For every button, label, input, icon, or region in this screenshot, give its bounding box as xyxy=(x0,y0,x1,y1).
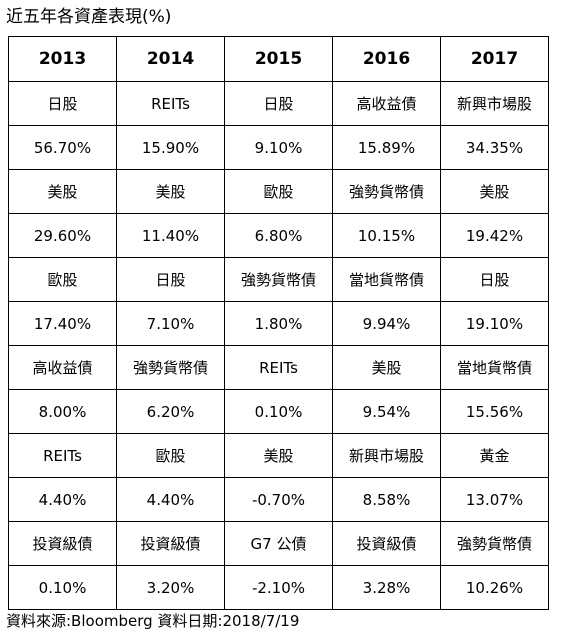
return-cell: -0.70% xyxy=(224,477,333,522)
return-cell: 4.40% xyxy=(8,477,117,522)
return-cell: 0.10% xyxy=(8,565,117,610)
asset-name-cell: REITs xyxy=(8,433,117,478)
return-cell: 3.28% xyxy=(332,565,441,610)
asset-name-row: 日股 REITs 日股 高收益債 新興市場股 xyxy=(8,81,549,126)
asset-name-cell: 美股 xyxy=(440,169,549,214)
return-cell: 56.70% xyxy=(8,125,117,170)
asset-name-cell: 美股 xyxy=(116,169,225,214)
asset-name-row: 高收益債 強勢貨幣債 REITs 美股 當地貨幣債 xyxy=(8,345,549,390)
asset-name-row: 投資級債 投資級債 G7 公債 投資級債 強勢貨幣債 xyxy=(8,521,549,566)
asset-name-cell: 高收益債 xyxy=(332,81,441,126)
asset-name-cell: 歐股 xyxy=(116,433,225,478)
return-cell: 6.80% xyxy=(224,213,333,258)
asset-name-cell: 美股 xyxy=(224,433,333,478)
year-header: 2015 xyxy=(224,36,333,82)
return-cell: 3.20% xyxy=(116,565,225,610)
asset-name-cell: G7 公債 xyxy=(224,521,333,566)
asset-name-cell: 日股 xyxy=(116,257,225,302)
asset-name-cell: 日股 xyxy=(8,81,117,126)
asset-name-cell: 美股 xyxy=(332,345,441,390)
asset-name-cell: 當地貨幣債 xyxy=(332,257,441,302)
return-cell: 15.90% xyxy=(116,125,225,170)
return-cell: 19.42% xyxy=(440,213,549,258)
asset-name-cell: 日股 xyxy=(440,257,549,302)
return-cell: 9.94% xyxy=(332,301,441,346)
return-cell: 8.00% xyxy=(8,389,117,434)
asset-name-cell: 日股 xyxy=(224,81,333,126)
return-row: 56.70% 15.90% 9.10% 15.89% 34.35% xyxy=(8,125,549,170)
asset-name-cell: 歐股 xyxy=(8,257,117,302)
table-title: 近五年各資產表現(%) xyxy=(6,7,172,27)
asset-name-cell: 當地貨幣債 xyxy=(440,345,549,390)
year-header-row: 2013 2014 2015 2016 2017 xyxy=(8,36,549,82)
asset-name-row: REITs 歐股 美股 新興市場股 黃金 xyxy=(8,433,549,478)
return-cell: 7.10% xyxy=(116,301,225,346)
return-cell: -2.10% xyxy=(224,565,333,610)
asset-name-cell: 強勢貨幣債 xyxy=(224,257,333,302)
return-cell: 11.40% xyxy=(116,213,225,258)
return-cell: 9.10% xyxy=(224,125,333,170)
return-cell: 8.58% xyxy=(332,477,441,522)
return-cell: 13.07% xyxy=(440,477,549,522)
return-row: 8.00% 6.20% 0.10% 9.54% 15.56% xyxy=(8,389,549,434)
asset-name-cell: 投資級債 xyxy=(116,521,225,566)
asset-name-cell: 強勢貨幣債 xyxy=(332,169,441,214)
return-cell: 29.60% xyxy=(8,213,117,258)
year-header: 2013 xyxy=(8,36,117,82)
return-cell: 9.54% xyxy=(332,389,441,434)
asset-name-cell: REITs xyxy=(224,345,333,390)
year-header: 2016 xyxy=(332,36,441,82)
year-header: 2014 xyxy=(116,36,225,82)
asset-performance-table: 2013 2014 2015 2016 2017 日股 REITs 日股 高收益… xyxy=(8,36,549,610)
return-cell: 15.56% xyxy=(440,389,549,434)
asset-name-cell: REITs xyxy=(116,81,225,126)
return-cell: 34.35% xyxy=(440,125,549,170)
year-header: 2017 xyxy=(440,36,549,82)
asset-name-cell: 高收益債 xyxy=(8,345,117,390)
source-note: 資料來源:Bloomberg 資料日期:2018/7/19 xyxy=(6,612,300,630)
return-row: 29.60% 11.40% 6.80% 10.15% 19.42% xyxy=(8,213,549,258)
asset-name-cell: 強勢貨幣債 xyxy=(116,345,225,390)
asset-name-cell: 新興市場股 xyxy=(440,81,549,126)
asset-name-cell: 投資級債 xyxy=(332,521,441,566)
return-cell: 4.40% xyxy=(116,477,225,522)
return-cell: 0.10% xyxy=(224,389,333,434)
asset-name-cell: 美股 xyxy=(8,169,117,214)
return-cell: 6.20% xyxy=(116,389,225,434)
return-row: 4.40% 4.40% -0.70% 8.58% 13.07% xyxy=(8,477,549,522)
return-cell: 19.10% xyxy=(440,301,549,346)
asset-name-row: 歐股 日股 強勢貨幣債 當地貨幣債 日股 xyxy=(8,257,549,302)
asset-name-cell: 投資級債 xyxy=(8,521,117,566)
return-row: 17.40% 7.10% 1.80% 9.94% 19.10% xyxy=(8,301,549,346)
asset-name-cell: 強勢貨幣債 xyxy=(440,521,549,566)
asset-name-row: 美股 美股 歐股 強勢貨幣債 美股 xyxy=(8,169,549,214)
return-cell: 15.89% xyxy=(332,125,441,170)
return-cell: 10.26% xyxy=(440,565,549,610)
return-row: 0.10% 3.20% -2.10% 3.28% 10.26% xyxy=(8,565,549,610)
asset-name-cell: 黃金 xyxy=(440,433,549,478)
return-cell: 17.40% xyxy=(8,301,117,346)
asset-name-cell: 新興市場股 xyxy=(332,433,441,478)
return-cell: 1.80% xyxy=(224,301,333,346)
return-cell: 10.15% xyxy=(332,213,441,258)
asset-name-cell: 歐股 xyxy=(224,169,333,214)
